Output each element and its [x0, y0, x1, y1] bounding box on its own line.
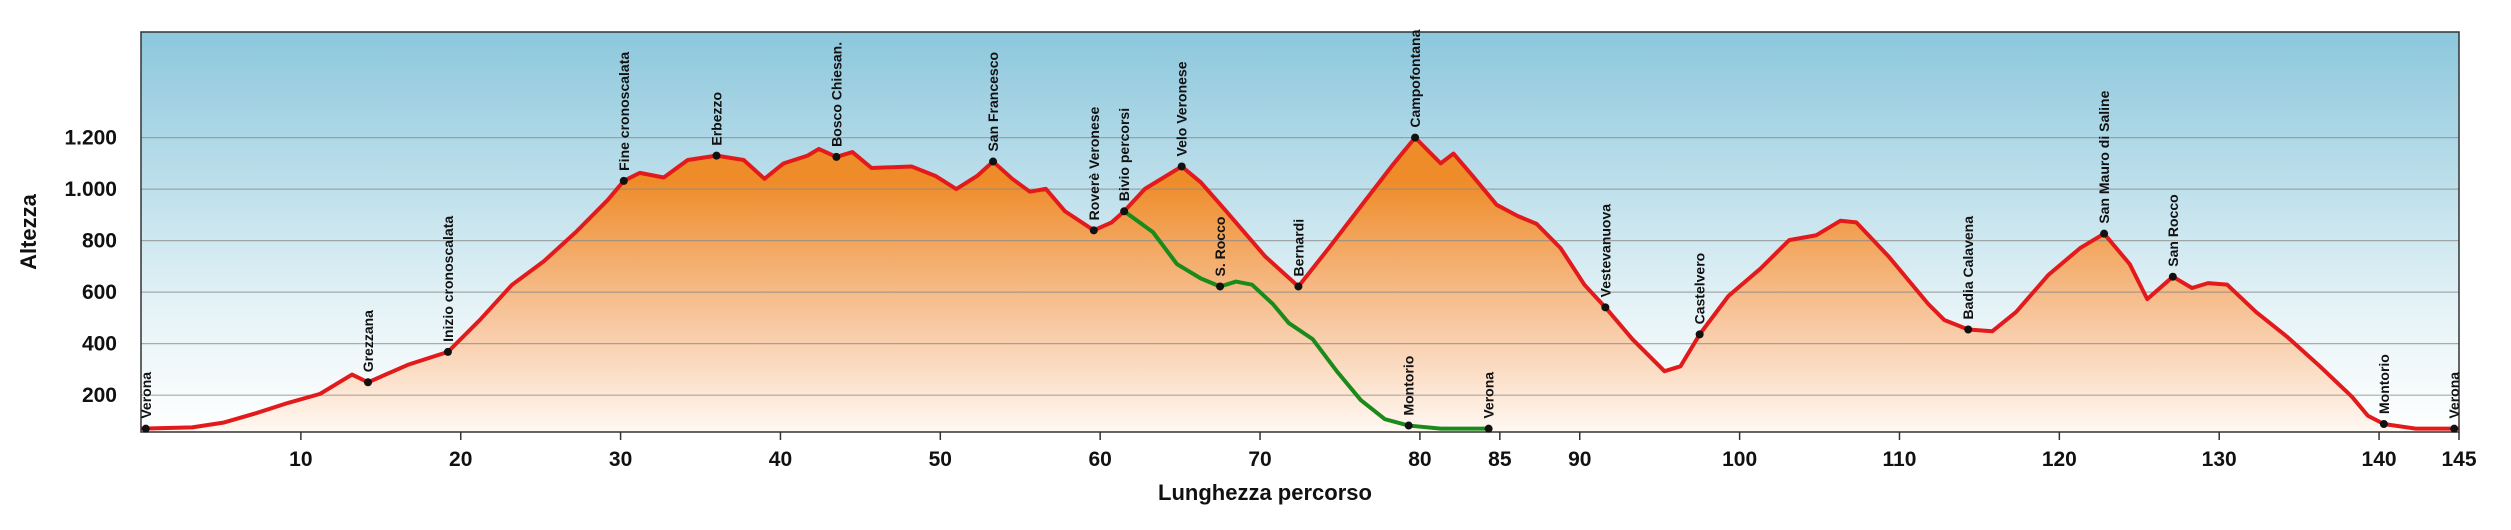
- waypoint-label: Montorio: [2376, 354, 2392, 414]
- waypoint-dot: [989, 157, 998, 166]
- waypoint-label: Verona: [138, 372, 154, 419]
- waypoint-label: S. Rocco: [1212, 217, 1228, 277]
- waypoint-label: Roverè Veronese: [1086, 106, 1102, 220]
- waypoint-label: Vestevanuova: [1597, 204, 1613, 298]
- waypoint-dot: [1484, 424, 1493, 433]
- waypoint-dot: [2100, 229, 2109, 238]
- waypoint-label: Velo Veronese: [1174, 61, 1190, 156]
- waypoint-dot: [1177, 162, 1186, 171]
- waypoint-label: Fine cronoscalata: [616, 52, 632, 171]
- x-tick-label: 40: [769, 448, 792, 471]
- y-tick-label: 800: [82, 230, 117, 253]
- waypoint-dot: [619, 176, 628, 185]
- waypoint-label: Bernardi: [1290, 219, 1306, 277]
- waypoint-label: San Mauro di Saline: [2096, 90, 2112, 223]
- waypoint-label: Bosco Chiesan.: [828, 42, 844, 147]
- waypoint-dot: [141, 424, 150, 433]
- waypoint-dot: [1089, 226, 1098, 235]
- waypoint-dot: [1411, 133, 1420, 142]
- waypoint-dot: [2168, 272, 2177, 281]
- x-tick-label: 80: [1408, 448, 1431, 471]
- waypoint-dot: [364, 378, 373, 387]
- x-tick-label: 90: [1568, 448, 1591, 471]
- y-axis-title: Altezza: [16, 193, 41, 270]
- x-tick-label: 60: [1088, 448, 1111, 471]
- x-tick-label: 145: [2441, 448, 2476, 471]
- x-tick-label: 110: [1883, 448, 1917, 471]
- waypoint-dot: [1695, 330, 1704, 339]
- waypoint-label: Verona: [2446, 372, 2462, 419]
- waypoint-label: San Francesco: [985, 52, 1001, 152]
- x-tick-label: 70: [1248, 448, 1271, 471]
- x-tick-label: 100: [1722, 448, 1757, 471]
- y-tick-label: 1.000: [64, 178, 117, 201]
- x-tick-label: 140: [2362, 448, 2397, 471]
- waypoint-label: Grezzana: [360, 310, 376, 372]
- plot-frame: [140, 31, 2460, 433]
- x-tick-label: 50: [929, 448, 952, 471]
- waypoint-label: Erbezzo: [709, 92, 725, 146]
- waypoint-dot: [1601, 303, 1610, 312]
- x-axis-title: Lunghezza percorso: [1158, 480, 1372, 505]
- waypoint-dot: [1120, 207, 1129, 216]
- x-tick-label: 10: [289, 448, 312, 471]
- x-tick-label: 85: [1488, 448, 1512, 471]
- waypoint-label: Bivio percorsi: [1116, 108, 1132, 201]
- profile-line: [1122, 209, 1489, 431]
- waypoint-label: Verona: [1481, 372, 1497, 419]
- y-tick-label: 400: [82, 333, 117, 356]
- waypoint-dot: [1294, 282, 1303, 291]
- y-tick-label: 200: [82, 384, 117, 407]
- waypoint-dot: [1216, 282, 1225, 291]
- waypoint-label: Inizio cronoscalata: [440, 216, 456, 342]
- waypoint-dot: [443, 347, 452, 356]
- waypoint-label: San Rocco: [2165, 194, 2181, 266]
- x-tick-label: 120: [2042, 448, 2077, 471]
- waypoint-dot: [832, 152, 841, 161]
- y-tick-label: 600: [82, 281, 117, 304]
- x-tick-label: 30: [609, 448, 632, 471]
- waypoint-dot: [1964, 325, 1973, 334]
- waypoint-label: Badia Calavena: [1960, 216, 1976, 320]
- waypoint-label: Campofontana: [1407, 29, 1423, 127]
- x-tick-label: 130: [2202, 448, 2237, 471]
- waypoint-dot: [1404, 421, 1413, 430]
- waypoint-dot: [2379, 420, 2388, 429]
- waypoint-dot: [712, 151, 721, 160]
- x-tick-label: 20: [449, 448, 472, 471]
- waypoint-dot: [2450, 424, 2459, 433]
- waypoint-label: Castelvero: [1692, 253, 1708, 325]
- waypoint-label: Montorio: [1401, 356, 1417, 416]
- y-tick-label: 1.200: [64, 127, 117, 150]
